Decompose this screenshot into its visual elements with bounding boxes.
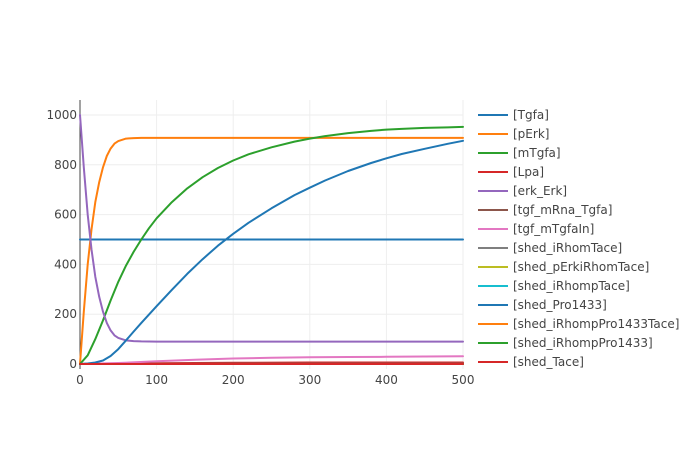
y-tick-label: 600 (54, 208, 77, 222)
legend-label: [Lpa] (513, 165, 544, 179)
legend-item[interactable]: [shed_pErkiRhomTace] (478, 260, 649, 274)
legend: [Tgfa] [pErk] [mTgfa] [Lpa] [erk_Erk] [tgf_mR… (478, 108, 679, 369)
legend-item[interactable]: [mTgfa] (478, 146, 561, 160)
series-line (79, 125, 464, 365)
legend-label: [shed_Tace] (513, 355, 584, 369)
legend-label: [pErk] (513, 127, 549, 141)
y-tick-label: 0 (69, 357, 77, 371)
legend-item[interactable]: [shed_iRhompPro1433] (478, 336, 653, 350)
x-tick-label: 400 (375, 373, 398, 387)
legend-item[interactable]: [shed_iRhompTace] (478, 279, 630, 293)
grid (80, 100, 464, 369)
legend-label: [shed_pErkiRhomTace] (513, 260, 649, 274)
x-tick-label: 300 (298, 373, 321, 387)
series-line (79, 139, 464, 365)
legend-item[interactable]: [shed_iRhomTace] (478, 241, 622, 255)
legend-item[interactable]: [Lpa] (478, 165, 544, 179)
legend-label: [mTgfa] (513, 146, 561, 160)
legend-item[interactable]: [shed_Pro1433] (478, 298, 607, 312)
legend-item[interactable]: [tgf_mTgfaIn] (478, 222, 594, 236)
x-tick-labels: 0 100 200 300 400 500 (76, 373, 474, 387)
legend-label: [shed_iRhompPro1433] (513, 336, 653, 350)
legend-label: [shed_iRhompPro1433Tace] (513, 317, 679, 331)
series-line (79, 136, 464, 365)
legend-label: [shed_iRhomTace] (513, 241, 622, 255)
legend-label: [shed_iRhompTace] (513, 279, 630, 293)
x-tick-label: 500 (452, 373, 475, 387)
series-line (79, 355, 464, 365)
traces (79, 113, 464, 365)
legend-item[interactable]: [Tgfa] (478, 108, 549, 122)
legend-label: [erk_Erk] (513, 184, 567, 198)
legend-label: [shed_Pro1433] (513, 298, 607, 312)
x-tick-label: 0 (76, 373, 84, 387)
legend-item[interactable]: [erk_Erk] (478, 184, 567, 198)
legend-label: [tgf_mTgfaIn] (513, 222, 594, 236)
legend-label: [tgf_mRna_Tgfa] (513, 203, 612, 217)
legend-item[interactable]: [tgf_mRna_Tgfa] (478, 203, 612, 217)
y-tick-labels: 0 200 400 600 800 1000 (46, 108, 77, 371)
y-tick-label: 200 (54, 307, 77, 321)
y-tick-label: 1000 (46, 108, 77, 122)
y-tick-label: 400 (54, 257, 77, 271)
legend-label: [Tgfa] (513, 108, 549, 122)
legend-item[interactable]: [shed_iRhompPro1433Tace] (478, 317, 679, 331)
x-tick-label: 100 (145, 373, 168, 387)
series-line (79, 113, 464, 343)
y-tick-label: 800 (54, 158, 77, 172)
legend-item[interactable]: [pErk] (478, 127, 549, 141)
legend-item[interactable]: [shed_Tace] (478, 355, 584, 369)
x-tick-label: 200 (222, 373, 245, 387)
